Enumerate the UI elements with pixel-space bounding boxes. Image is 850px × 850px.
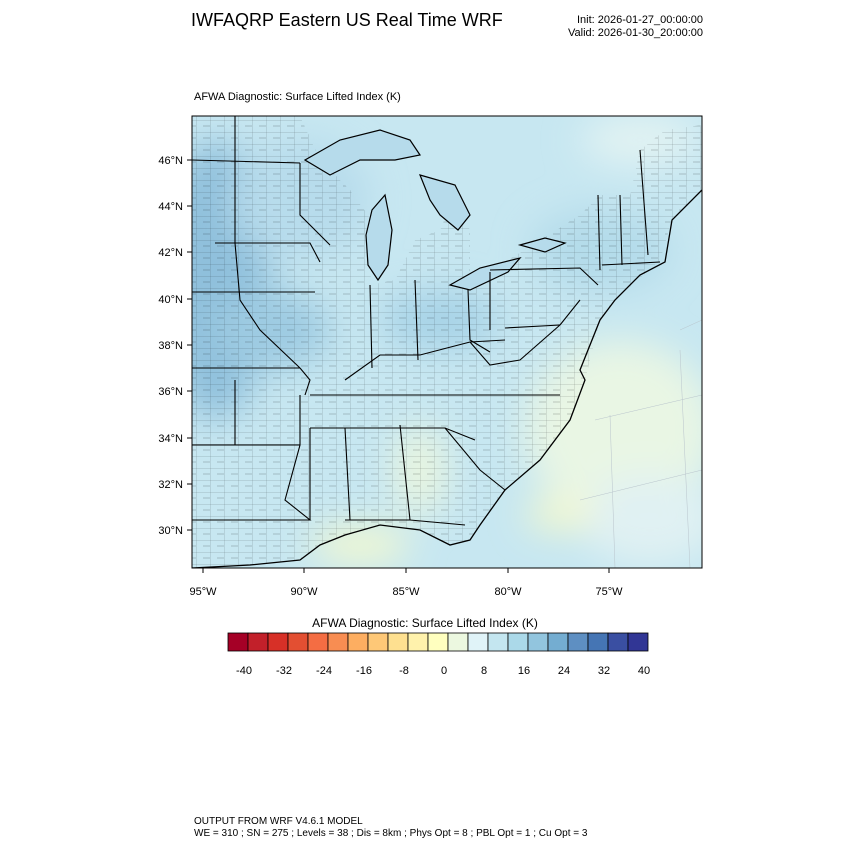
colorbar-tick-label: -16	[356, 665, 372, 677]
lake-superior	[303, 129, 421, 176]
colorbar-swatch	[267, 632, 289, 652]
lat-ticks	[187, 159, 192, 531]
lake-erie	[448, 256, 522, 291]
colorbar-swatch	[327, 632, 349, 652]
main-title: IWFAQRP Eastern US Real Time WRF	[191, 10, 503, 30]
colorbar-tick-label: 32	[598, 665, 610, 677]
county-boundaries	[192, 116, 702, 568]
colorbar-tick-label: -32	[276, 665, 292, 677]
colorbar-swatch	[407, 632, 429, 652]
colorbar	[227, 632, 649, 652]
colorbar-swatch	[387, 632, 409, 652]
colorbar-labels: -40 -32 -24 -16 -8 0 8 16 24 32 40	[236, 665, 650, 677]
lon-label: 75°W	[595, 586, 623, 598]
coastline	[192, 189, 702, 568]
colorbar-swatch	[547, 632, 569, 652]
valid-time: Valid: 2026-01-30_20:00:00	[568, 27, 703, 39]
lon-label: 95°W	[189, 586, 217, 598]
field-label: AFWA Diagnostic: Surface Lifted Index (K…	[194, 91, 401, 103]
lat-label: 42°N	[158, 247, 183, 259]
lake-huron	[418, 174, 471, 231]
lat-label: 32°N	[158, 479, 183, 491]
lat-label: 38°N	[158, 340, 183, 352]
colorbar-swatch	[447, 632, 469, 652]
colorbar-swatch	[367, 632, 389, 652]
colorbar-swatch	[227, 632, 249, 652]
colorbar-swatch	[507, 632, 529, 652]
graticule	[579, 319, 702, 568]
lon-label: 90°W	[290, 586, 318, 598]
colorbar-tick-label: 8	[481, 665, 487, 677]
map-area	[192, 116, 702, 568]
colorbar-swatch	[467, 632, 489, 652]
colorbar-swatch	[427, 632, 449, 652]
lat-label: 30°N	[158, 525, 183, 537]
colorbar-tick-label: 40	[638, 665, 650, 677]
lon-label: 85°W	[392, 586, 420, 598]
run-times: Init: 2026-01-27_00:00:00 Valid: 2026-01…	[568, 14, 703, 40]
lake-ontario	[517, 237, 567, 253]
colorbar-tick-label: 0	[441, 665, 447, 677]
lon-labels: 95°W 90°W 85°W 80°W 75°W	[189, 586, 623, 598]
colorbar-tick-label: -40	[236, 665, 252, 677]
colorbar-swatch	[487, 632, 509, 652]
lon-label: 80°W	[494, 586, 522, 598]
lat-label: 36°N	[158, 386, 183, 398]
colorbar-swatch	[627, 632, 649, 652]
colorbar-swatch	[607, 632, 629, 652]
lake-michigan	[365, 193, 393, 282]
lat-label: 40°N	[158, 294, 183, 306]
lat-label: 46°N	[158, 155, 183, 167]
map-frame	[191, 115, 703, 569]
lat-label: 44°N	[158, 201, 183, 213]
model-config: WE = 310 ; SN = 275 ; Levels = 38 ; Dis …	[194, 828, 588, 839]
colorbar-swatch	[247, 632, 269, 652]
model-version: OUTPUT FROM WRF V4.6.1 MODEL	[194, 816, 363, 827]
colorbar-swatch	[567, 632, 589, 652]
colorbar-swatch	[527, 632, 549, 652]
colorbar-swatch	[287, 632, 309, 652]
colorbar-swatch	[307, 632, 329, 652]
colorbar-title: AFWA Diagnostic: Surface Lifted Index (K…	[312, 616, 538, 630]
lat-label: 34°N	[158, 433, 183, 445]
lat-labels: 46°N 44°N 42°N 40°N 38°N 36°N 34°N 32°N …	[158, 155, 183, 537]
state-boundaries	[192, 116, 661, 526]
colorbar-tick-label: -8	[399, 665, 409, 677]
colorbar-tick-label: 16	[518, 665, 530, 677]
colorbar-tick-label: -24	[316, 665, 332, 677]
init-time: Init: 2026-01-27_00:00:00	[577, 14, 703, 26]
colorbar-tick-label: 24	[558, 665, 570, 677]
colorbar-swatch	[347, 632, 369, 652]
lon-ticks	[202, 568, 610, 573]
model-info: OUTPUT FROM WRF V4.6.1 MODEL WE = 310 ; …	[194, 816, 587, 840]
great-lakes	[303, 129, 567, 291]
colorbar-swatch	[587, 632, 609, 652]
